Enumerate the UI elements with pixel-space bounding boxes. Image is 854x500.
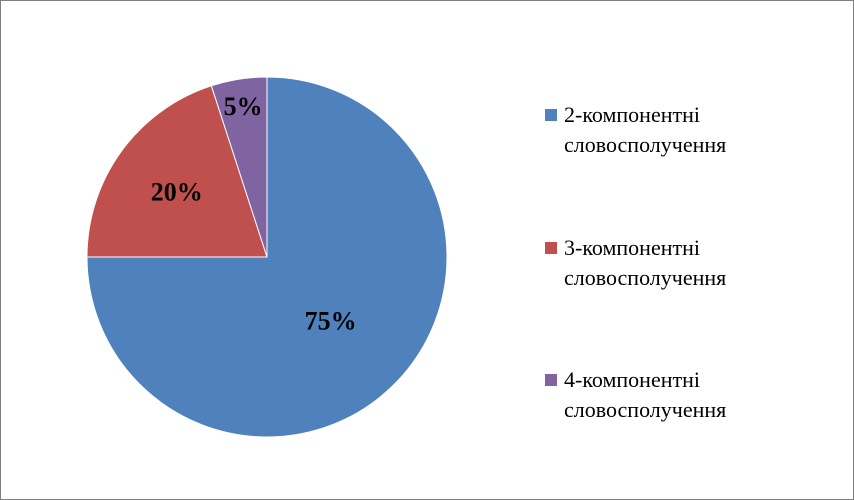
pie-slices — [86, 76, 448, 438]
legend-swatch-3-component — [545, 242, 557, 254]
data-label-2-component: 75% — [305, 307, 357, 336]
pie-slice-2-component — [86, 76, 448, 438]
legend-label-3-component: 3-компонентні словосполучення — [564, 235, 727, 290]
pie-slice-3-component — [86, 85, 268, 258]
pie-slice-4-component — [210, 76, 268, 258]
data-label-4-component: 5% — [224, 92, 263, 121]
legend-label-2-component: 2-компонентні словосполучення — [564, 102, 727, 157]
legend-swatch-2-component — [545, 109, 557, 121]
legend-swatch-4-component — [545, 374, 557, 386]
legend-label-4-component: 4-компонентні словосполучення — [564, 367, 727, 422]
data-label-3-component: 20% — [151, 177, 203, 206]
pie-labels: 75% 20% 5% — [151, 92, 357, 336]
